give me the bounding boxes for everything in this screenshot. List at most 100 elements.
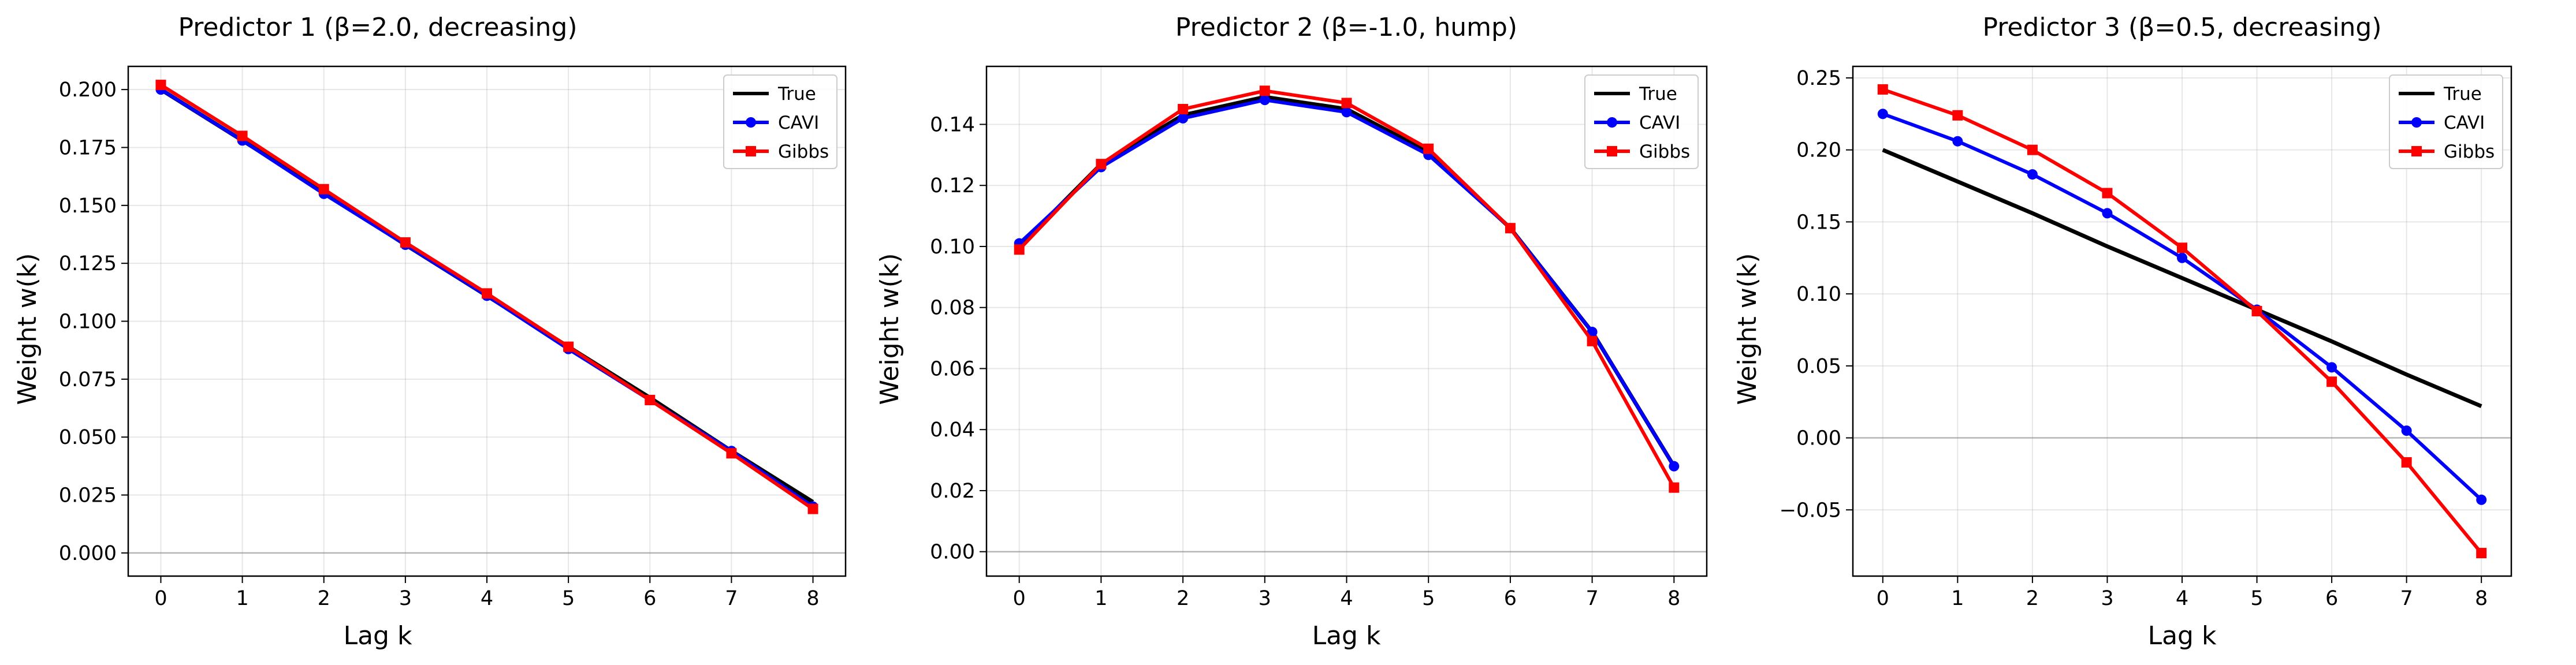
- data-point: [400, 237, 411, 248]
- x-tick-label: 2: [2026, 587, 2039, 610]
- series-gibbs: [1014, 85, 1680, 493]
- data-point: [1587, 327, 1598, 338]
- x-tick-label: 8: [2475, 587, 2488, 610]
- y-tick-label: 0.05: [1796, 355, 1841, 378]
- y-axis-label: Weight w(k): [1733, 253, 1762, 405]
- legend-item: True: [733, 84, 816, 104]
- y-tick-label: 0.10: [930, 236, 975, 259]
- data-point: [155, 80, 166, 91]
- legend-item: True: [2399, 84, 2482, 104]
- x-tick-label: 8: [806, 587, 819, 610]
- data-point: [1505, 223, 1516, 234]
- y-tick-label: 0.12: [930, 174, 975, 197]
- chart-title: Predictor 1 (β=2.0, decreasing): [178, 13, 577, 42]
- data-point: [2476, 494, 2487, 505]
- x-tick-label: 0: [1877, 587, 1889, 610]
- data-point: [2326, 376, 2337, 387]
- series-gibbs: [1877, 84, 2487, 559]
- y-tick-label: 0.175: [59, 136, 117, 159]
- x-tick-label: 6: [643, 587, 656, 610]
- chart-panel-2: Predictor 2 (β=-1.0, hump) Lag k Weight …: [875, 13, 1708, 651]
- legend-item: CAVI: [2399, 113, 2485, 133]
- x-tick-label: 0: [1013, 587, 1026, 610]
- y-tick-label: 0.000: [59, 542, 117, 565]
- data-point: [1877, 109, 1888, 119]
- y-tick-label: 0.06: [930, 357, 975, 380]
- data-point: [2251, 306, 2262, 317]
- chart-panel-1: Predictor 1 (β=2.0, decreasing) Lag k We…: [13, 13, 847, 651]
- x-tick-label: 5: [1422, 587, 1435, 610]
- y-tick-label: 0.050: [59, 426, 117, 449]
- data-point: [1952, 110, 1963, 121]
- legend-label: Gibbs: [2444, 141, 2495, 162]
- plot-frame: [1852, 65, 2512, 577]
- data-point: [726, 448, 737, 459]
- data-point: [2401, 425, 2412, 436]
- y-tick-label: 0.14: [930, 113, 975, 136]
- data-point: [1669, 482, 1680, 493]
- series-gibbs: [155, 80, 818, 514]
- data-point: [807, 503, 818, 514]
- x-tick-label: 6: [1504, 587, 1517, 610]
- x-axis-label: Lag k: [344, 621, 412, 651]
- data-point: [563, 341, 574, 352]
- y-tick-label: 0.100: [59, 311, 117, 334]
- plot-frame: [985, 65, 1708, 577]
- data-point: [1341, 98, 1352, 109]
- y-tick-label: 0.20: [1796, 139, 1841, 162]
- legend-item: CAVI: [1594, 113, 1680, 133]
- x-tick-label: 7: [1585, 587, 1598, 610]
- x-tick-label: 8: [1667, 587, 1680, 610]
- legend-label: True: [1639, 84, 1677, 104]
- x-tick-label: 3: [399, 587, 412, 610]
- data-point: [2177, 252, 2187, 263]
- data-point: [1669, 461, 1680, 472]
- data-point: [237, 130, 248, 141]
- y-tick-label: 0.075: [59, 368, 117, 391]
- x-tick-label: 5: [2250, 587, 2263, 610]
- y-tick-label: 0.150: [59, 195, 117, 218]
- legend-item: Gibbs: [1594, 141, 1690, 162]
- y-tick-label: 0.00: [930, 541, 975, 564]
- x-axis-label: Lag k: [2148, 621, 2217, 651]
- series-cavi: [1877, 109, 2487, 505]
- data-point: [2102, 188, 2113, 199]
- legend-item: True: [1594, 84, 1677, 104]
- data-point: [1096, 159, 1107, 170]
- data-point: [1877, 84, 1888, 95]
- y-tick-label: 0.25: [1796, 67, 1841, 90]
- x-tick-label: 1: [1951, 587, 1964, 610]
- y-tick-label: 0.04: [930, 419, 975, 442]
- legend-label: True: [2443, 84, 2482, 104]
- data-point: [1952, 136, 1963, 147]
- y-tick-label: 0.10: [1796, 283, 1841, 306]
- x-tick-label: 4: [2176, 587, 2188, 610]
- legend-label: CAVI: [1639, 113, 1680, 133]
- y-tick-label: 0.125: [59, 252, 117, 275]
- legend-item: Gibbs: [2399, 141, 2495, 162]
- legend-label: CAVI: [2444, 113, 2485, 133]
- y-tick-label: 0.08: [930, 297, 975, 320]
- x-tick-label: 2: [1177, 587, 1189, 610]
- y-tick-label: −0.05: [1780, 499, 1841, 522]
- chart-panel-3: Predictor 3 (β=0.5, decreasing) Lag k We…: [1733, 13, 2512, 651]
- legend-label: Gibbs: [778, 141, 829, 162]
- data-point: [1259, 85, 1270, 96]
- data-point: [318, 184, 329, 195]
- x-tick-label: 5: [562, 587, 575, 610]
- x-tick-label: 7: [2400, 587, 2413, 610]
- legend: True CAVI Gibbs: [723, 74, 837, 169]
- x-tick-label: 4: [1340, 587, 1353, 610]
- series-true: [1882, 148, 2482, 408]
- x-tick-label: 7: [725, 587, 738, 610]
- legend-marker: [746, 117, 756, 128]
- y-tick-label: 0.00: [1796, 427, 1841, 450]
- legend-marker: [1607, 117, 1617, 128]
- x-tick-label: 0: [154, 587, 167, 610]
- x-tick-label: 4: [481, 587, 493, 610]
- data-point: [1014, 244, 1025, 255]
- legend-label: True: [777, 84, 816, 104]
- data-point: [482, 288, 492, 299]
- legend: True CAVI Gibbs: [1584, 74, 1699, 169]
